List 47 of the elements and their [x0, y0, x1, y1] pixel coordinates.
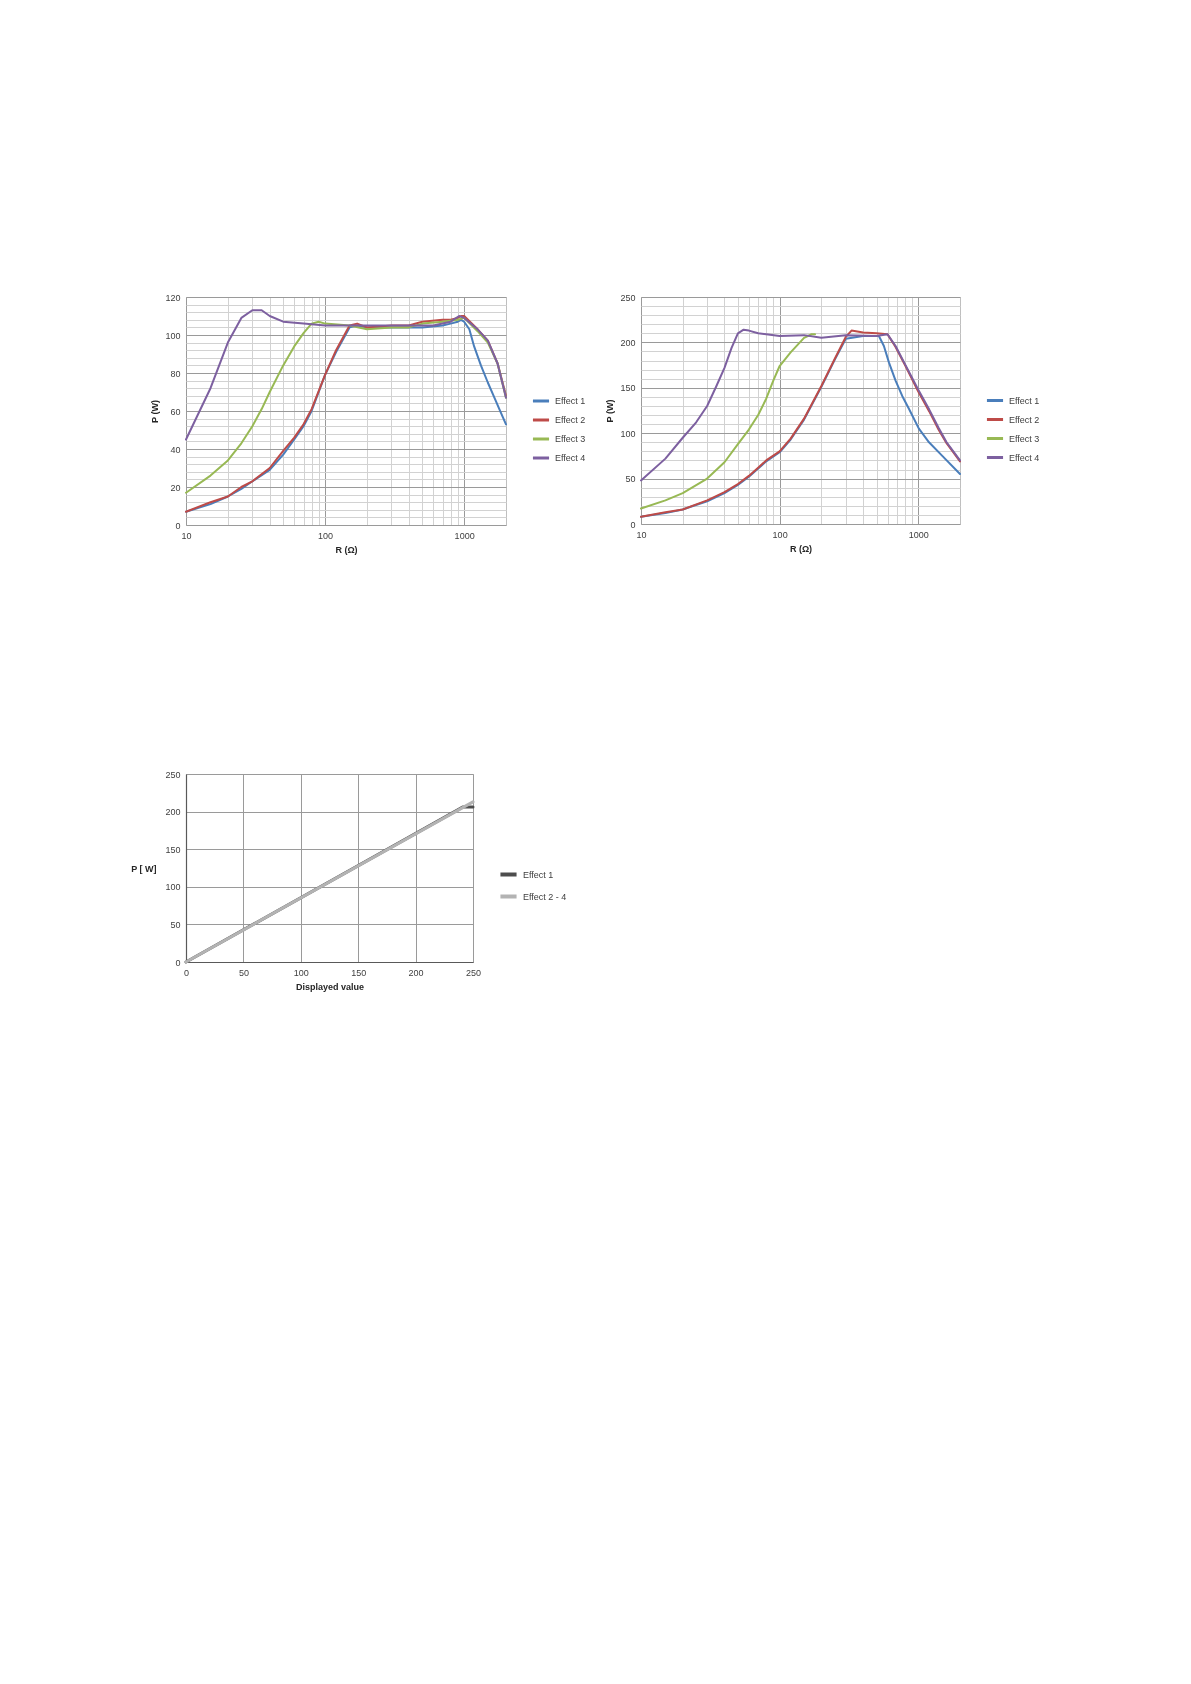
- legend-label: Effect 4: [555, 453, 586, 463]
- y-tick-label: 100: [620, 428, 636, 439]
- legend-label: Effect 3: [1009, 433, 1040, 444]
- y-tick-label: 150: [620, 383, 636, 394]
- y-tick-label: 40: [170, 444, 181, 455]
- y-axis-title: P [ W]: [131, 863, 157, 874]
- y-tick-label: 0: [630, 519, 636, 530]
- x-tick-label: 1000: [908, 529, 929, 540]
- y-tick-label: 80: [170, 368, 181, 379]
- legend-label: Effect 4: [1009, 452, 1040, 463]
- legend-label: Effect 1: [523, 869, 554, 880]
- x-tick-label: 50: [238, 967, 249, 978]
- y-tick-label: 50: [170, 919, 181, 930]
- y-tick-label: 100: [165, 882, 181, 893]
- x-tick-label: 100: [772, 529, 788, 540]
- y-tick-label: 60: [170, 406, 181, 417]
- x-axis-title: R (Ω): [335, 544, 358, 555]
- legend-label: Effect 2 - 4: [523, 891, 567, 902]
- x-tick-label: 100: [293, 967, 309, 978]
- y-tick-label: 0: [175, 957, 181, 968]
- y-tick-label: 200: [620, 337, 636, 348]
- y-tick-label: 120: [165, 292, 181, 303]
- legend-label: Effect 1: [555, 396, 586, 406]
- x-tick-label: 1000: [454, 530, 475, 541]
- x-tick-label: 0: [183, 967, 190, 978]
- y-tick-label: 20: [170, 482, 181, 493]
- legend-label: Effect 2: [555, 415, 586, 425]
- y-axis-title: P (W): [605, 399, 616, 423]
- x-tick-label: 100: [318, 530, 334, 541]
- y-tick-label: 150: [165, 844, 181, 855]
- y-tick-label: 200: [165, 807, 181, 818]
- x-tick-label: 200: [408, 967, 424, 978]
- y-axis-title: P (W): [150, 400, 161, 423]
- y-tick-label: 250: [165, 769, 181, 780]
- legend-label: Effect 3: [555, 434, 586, 444]
- x-tick-label: 10: [181, 530, 192, 541]
- y-tick-label: 0: [175, 520, 181, 531]
- y-tick-label: 100: [165, 330, 181, 341]
- x-axis-title: R (Ω): [789, 543, 813, 554]
- legend-label: Effect 2: [1009, 414, 1040, 425]
- y-tick-label: 250: [620, 292, 636, 303]
- x-tick-label: 150: [351, 967, 367, 978]
- x-tick-label: 10: [636, 529, 647, 540]
- legend-label: Effect 1: [1009, 395, 1040, 406]
- y-tick-label: 50: [625, 474, 636, 485]
- x-axis-title: Displayed value: [295, 981, 365, 992]
- x-tick-label: 250: [465, 967, 482, 978]
